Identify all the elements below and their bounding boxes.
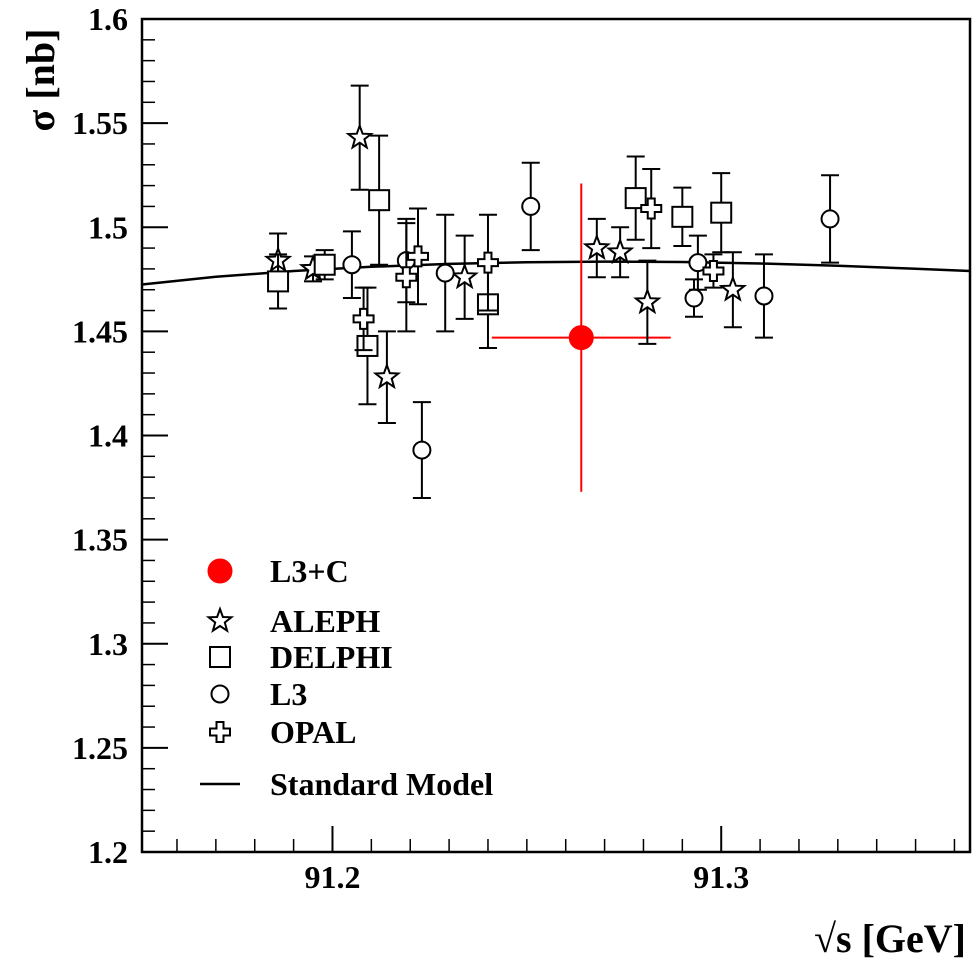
standard-model-curve <box>141 260 971 286</box>
opal-point <box>640 167 663 250</box>
y-tick-label: 1.55 <box>72 105 128 141</box>
aleph-point <box>718 251 748 329</box>
square-marker <box>356 334 379 357</box>
delphi-point <box>267 253 290 310</box>
y-tick-label: 1.3 <box>88 626 128 662</box>
star-marker <box>450 262 479 290</box>
delphi-point <box>368 134 391 266</box>
y-tick-label: 1.4 <box>88 418 128 454</box>
legend-entry-aleph: ALEPH <box>205 603 380 639</box>
legend-open-circle-marker <box>210 684 230 704</box>
aleph-point <box>633 259 662 345</box>
square-marker <box>313 253 336 276</box>
legend-square-marker <box>209 646 231 668</box>
legend-entry-l3: L3 <box>210 676 307 712</box>
l3-point <box>688 234 708 291</box>
x-tick-label: 91.2 <box>304 859 360 895</box>
y-tick-label: 1.35 <box>72 522 128 558</box>
star-marker <box>372 362 402 390</box>
legend-filled-circle-marker <box>207 558 233 584</box>
l3-point <box>435 213 455 333</box>
cross-marker <box>407 245 429 268</box>
cross-marker <box>702 259 725 282</box>
y-tick-labels: 1.2 1.25 1.3 1.35 1.4 1.45 1.5 1.55 1.6 <box>72 1 128 870</box>
delphi-point <box>671 186 694 247</box>
delphi-point <box>710 172 733 254</box>
star-marker <box>718 274 748 302</box>
legend-star-marker <box>205 606 235 634</box>
square-marker <box>710 201 733 224</box>
square-marker <box>624 187 647 210</box>
open-circle-marker <box>521 196 541 216</box>
open-circle-marker <box>684 288 704 308</box>
square-marker <box>671 205 694 228</box>
cross-marker <box>640 197 663 220</box>
square-marker <box>267 270 290 293</box>
legend-entry-delphi: DELPHI <box>209 639 393 675</box>
minor-ticks <box>142 39 956 852</box>
standard-model-curve-group <box>141 260 971 286</box>
star-marker <box>633 287 662 315</box>
legend-entry-opal: OPAL <box>209 714 357 750</box>
major-ticks <box>142 18 723 853</box>
star-marker <box>605 237 635 265</box>
delphi-point <box>624 155 647 241</box>
l3-c-point <box>491 183 671 492</box>
square-marker <box>368 189 391 212</box>
legend-entry-l3-c: L3+C <box>207 553 349 589</box>
x-tick-label: 91.3 <box>693 859 749 895</box>
star-marker <box>345 122 374 150</box>
delphi-point <box>313 249 336 281</box>
aleph-point <box>582 217 611 279</box>
plot-frame <box>140 17 972 854</box>
opal-point <box>352 286 375 352</box>
cross-marker <box>352 307 375 330</box>
open-circle-marker <box>688 253 708 273</box>
open-circle-marker <box>435 263 455 283</box>
y-tick-label: 1.25 <box>72 730 128 766</box>
open-circle-marker <box>412 440 432 460</box>
x-axis-title: √s [GeV] <box>814 916 966 961</box>
y-tick-label: 1.6 <box>88 1 128 37</box>
legend-label: L3+C <box>270 553 349 589</box>
cross-marker <box>476 251 499 274</box>
star-marker <box>582 233 611 261</box>
l3-point <box>684 278 704 318</box>
opal-point <box>407 207 429 306</box>
legend-cross-marker <box>209 721 231 743</box>
legend-label: DELPHI <box>270 639 393 675</box>
open-circle-marker <box>754 286 774 306</box>
legend-label: OPAL <box>270 714 357 750</box>
opal-point <box>702 253 725 289</box>
open-circle-marker <box>342 255 362 275</box>
aleph-point <box>605 226 635 279</box>
open-circle-marker <box>820 209 840 229</box>
aleph-point <box>450 234 479 320</box>
legend-label: L3 <box>270 676 307 712</box>
x-tick-labels: 91.2 91.3 <box>304 859 749 895</box>
cross-marker <box>395 266 418 289</box>
opal-point <box>476 213 499 312</box>
y-tick-label: 1.5 <box>88 209 128 245</box>
l3-point <box>521 161 541 252</box>
y-tick-label: 1.2 <box>88 834 128 870</box>
l3-point <box>820 174 840 264</box>
opal-point <box>395 222 418 333</box>
data-points <box>263 84 840 499</box>
aleph-point <box>345 84 374 191</box>
delphi-point <box>356 286 379 406</box>
legend-entry-standard-model: Standard Model <box>200 766 493 802</box>
legend-label: Standard Model <box>270 766 493 802</box>
filled-circle-marker <box>568 325 594 351</box>
aleph-point <box>372 330 402 425</box>
l3-point <box>342 230 362 300</box>
l3-point <box>412 401 432 499</box>
legend-label: ALEPH <box>270 603 380 639</box>
y-axis-title: σ [nb] <box>18 29 63 132</box>
y-tick-label: 1.45 <box>72 313 128 349</box>
l3-point <box>754 253 774 339</box>
